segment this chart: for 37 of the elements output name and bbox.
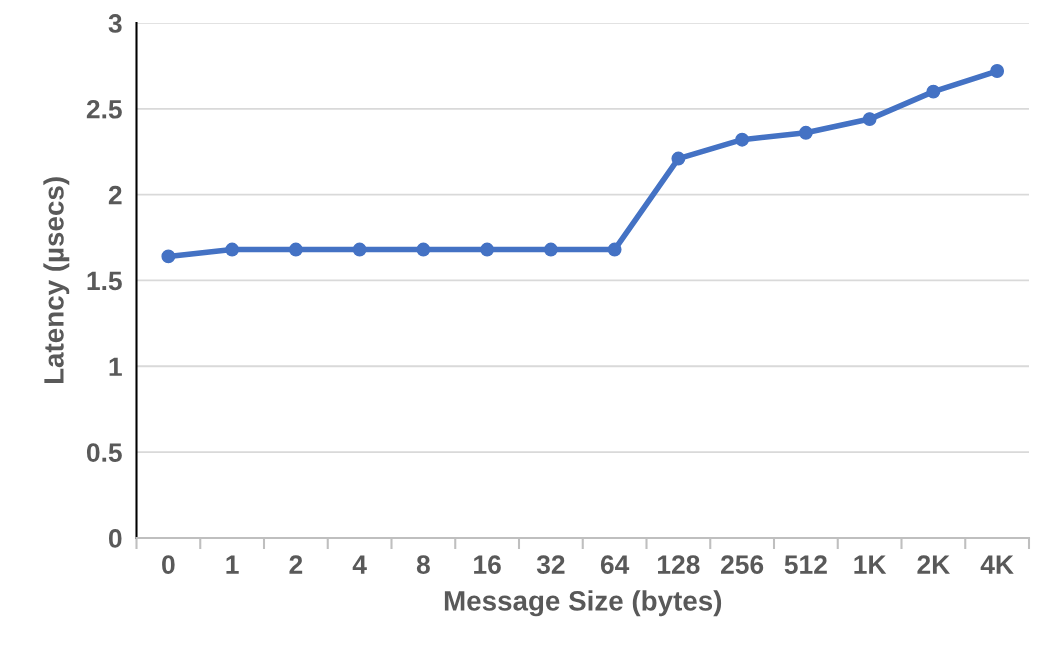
x-tick-label: 512 bbox=[784, 555, 827, 574]
x-tick-label: 2 bbox=[289, 555, 303, 574]
point bbox=[352, 242, 367, 257]
point bbox=[798, 125, 813, 140]
point bbox=[990, 64, 1005, 78]
point bbox=[225, 242, 240, 257]
point bbox=[480, 242, 495, 257]
x-axis-title: Message Size (bytes) bbox=[444, 590, 722, 617]
point bbox=[543, 242, 558, 257]
y-tick-label: 2 bbox=[108, 185, 122, 205]
point bbox=[926, 84, 941, 99]
y-tick-label: 3 bbox=[108, 14, 122, 33]
y-tick-label: 0.5 bbox=[86, 443, 122, 462]
y-axis-title: Latency (µsecs) bbox=[43, 177, 70, 384]
x-tick-label: 0 bbox=[162, 555, 175, 574]
x-tick-label: 128 bbox=[658, 555, 700, 574]
point bbox=[862, 112, 877, 127]
y-tick-label: 1 bbox=[109, 357, 122, 376]
point bbox=[735, 132, 750, 147]
y-tick-label: 1.5 bbox=[87, 271, 122, 291]
point bbox=[416, 242, 431, 257]
x-tick-label: 1 bbox=[226, 555, 239, 574]
point bbox=[161, 249, 176, 264]
point bbox=[607, 242, 622, 257]
x-tick-label: 64 bbox=[600, 555, 630, 574]
x-tick-label: 256 bbox=[721, 555, 764, 574]
y-tick-label: 0 bbox=[108, 529, 122, 548]
point bbox=[288, 242, 303, 257]
x-tick-label: 16 bbox=[474, 555, 501, 574]
y-tick-label: 2.5 bbox=[86, 99, 122, 119]
point bbox=[671, 151, 686, 166]
x-tick-label: 1K bbox=[854, 555, 887, 574]
x-tick-label: 4K bbox=[980, 555, 1014, 574]
x-tick-label: 2K bbox=[917, 555, 950, 574]
x-tick-label: 4 bbox=[352, 555, 367, 574]
x-tick-label: 8 bbox=[416, 555, 430, 574]
x-tick-label: 32 bbox=[536, 555, 565, 575]
